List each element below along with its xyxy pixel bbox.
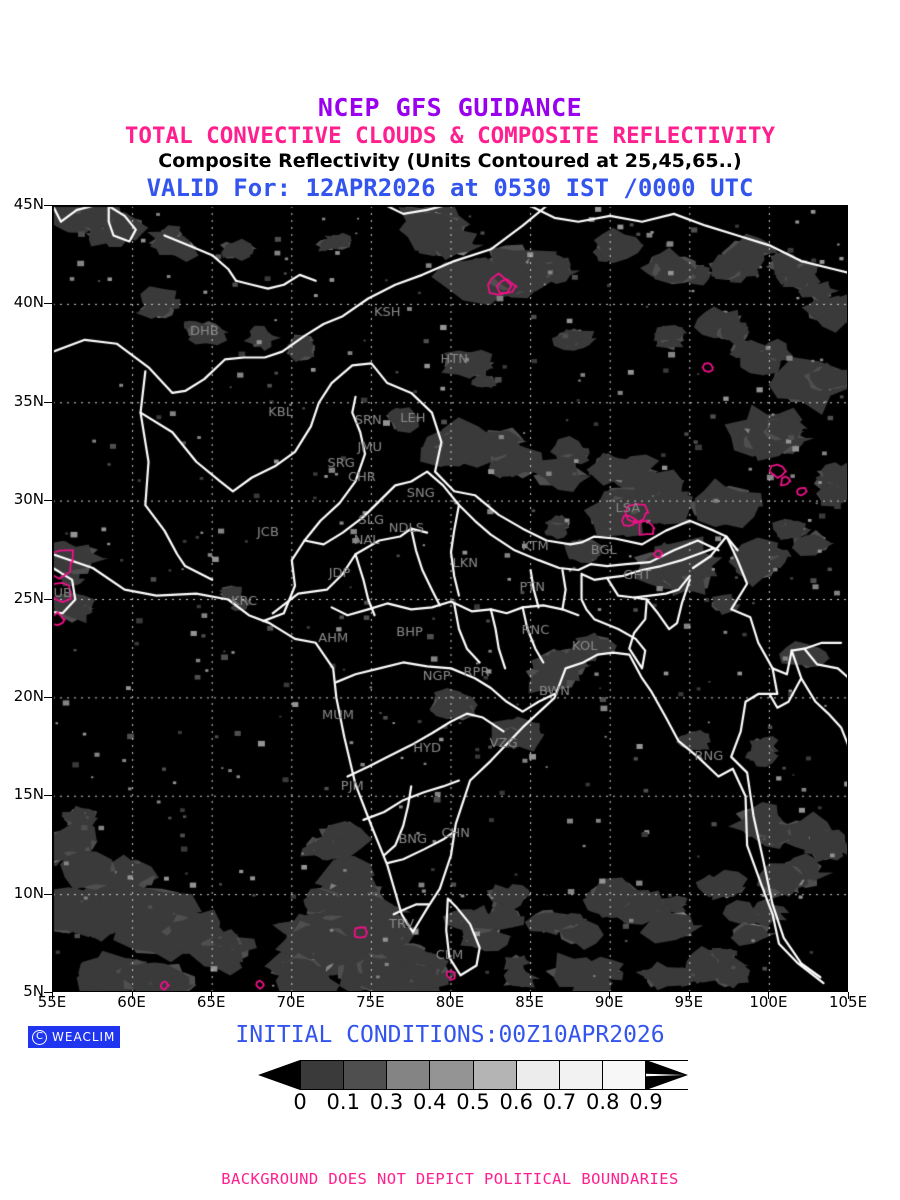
colorbar-tick-label: 0.6 [499, 1090, 533, 1114]
colorbar-tick-label: 0 [293, 1090, 307, 1114]
y-axis-label: 20N [13, 686, 44, 705]
colorbar-tick-label: 0.5 [456, 1090, 490, 1114]
title-block: NCEP GFS GUIDANCE TOTAL CONVECTIVE CLOUD… [0, 95, 900, 200]
x-axis-tick [609, 992, 611, 999]
y-axis-tick [44, 893, 52, 895]
y-axis-tick [44, 795, 52, 797]
y-axis-label: 30N [13, 490, 44, 509]
colorbar-tick-label: 0.9 [629, 1090, 663, 1114]
colorbar-arrow-left [258, 1060, 300, 1090]
title-line-units: Composite Reflectivity (Units Contoured … [158, 149, 742, 172]
x-axis-label: 70E [276, 993, 306, 1011]
y-axis-tick [44, 598, 52, 600]
colorbar-cell [515, 1060, 559, 1090]
colorbar-tick-label: 0.8 [586, 1090, 620, 1114]
title-line-product: TOTAL CONVECTIVE CLOUDS & COMPOSITE REFL… [124, 123, 776, 149]
x-axis-tick [450, 992, 451, 999]
x-axis-label: 75E [356, 993, 385, 1011]
x-axis-label: 105E [828, 993, 868, 1011]
x-axis-tick [768, 992, 770, 999]
x-axis-tick [370, 992, 372, 999]
colorbar-tick-labels: 0 0.1 0.3 0.4 0.5 0.6 0.7 0.8 0.9 [258, 1092, 688, 1120]
x-axis-tick [131, 992, 133, 999]
x-axis-label: 80E [435, 993, 465, 1011]
x-axis-label: 60E [117, 993, 146, 1011]
reflectivity-map-canvas [53, 206, 847, 991]
x-axis-label: 65E [196, 993, 226, 1011]
footer-disclaimer: BACKGROUND DOES NOT DEPICT POLITICAL BOU… [221, 1170, 679, 1188]
y-axis-tick [44, 992, 52, 993]
y-axis-label: 15N [13, 785, 44, 804]
y-axis-tick [44, 205, 52, 206]
y-axis-tick [44, 696, 52, 698]
colorbar-cell [343, 1060, 387, 1090]
copyright-icon: C [32, 1029, 47, 1045]
initial-conditions-label: INITIAL CONDITIONS:00Z10APR2026 [235, 1022, 665, 1048]
weaclim-logo-badge: C WEACLIM [28, 1026, 120, 1048]
title-line-valid-time: VALID For: 12APR2026 at 0530 IST /0000 U… [146, 173, 754, 202]
colorbar-cell [386, 1060, 430, 1090]
x-axis-label: 90E [594, 993, 624, 1011]
x-axis-tick [848, 992, 849, 999]
x-axis-tick [290, 992, 292, 999]
x-axis-label: 55E [37, 993, 67, 1011]
y-axis-label: 10N [13, 883, 44, 902]
colorbar-cell [558, 1060, 602, 1090]
title-line-model: NCEP GFS GUIDANCE [317, 93, 583, 122]
x-axis-tick [688, 992, 690, 999]
colorbar-cells [300, 1060, 646, 1090]
colorbar-cell [472, 1060, 516, 1090]
y-axis-label: 5N [23, 982, 44, 1000]
x-axis-tick [529, 992, 531, 999]
colorbar-tick-label: 0.4 [413, 1090, 447, 1114]
x-axis-tick [211, 992, 213, 999]
colorbar-cell [601, 1060, 646, 1090]
map-plot-area [52, 205, 848, 992]
y-axis-label: 45N [13, 195, 44, 213]
colorbar-tick-label: 0.1 [326, 1090, 360, 1114]
x-axis-label: 100E [749, 993, 788, 1011]
x-axis-label: 85E [515, 993, 544, 1011]
y-axis-label: 35N [13, 391, 44, 410]
y-axis-label: 25N [13, 588, 44, 607]
y-axis-tick [44, 303, 52, 305]
weaclim-label: WEACLIM [52, 1030, 116, 1044]
x-axis-tick [52, 992, 53, 999]
colorbar-arrow-right [646, 1060, 688, 1090]
colorbar-cell [300, 1060, 344, 1090]
x-axis-label: 95E [674, 993, 704, 1011]
colorbar-cell [429, 1060, 473, 1090]
y-axis-label: 40N [13, 293, 44, 312]
colorbar-tick-label: 0.7 [542, 1090, 577, 1114]
y-axis-tick [44, 401, 52, 403]
y-axis-tick [44, 500, 52, 502]
colorbar: 0 0.1 0.3 0.4 0.5 0.6 0.7 0.8 0.9 [258, 1060, 688, 1122]
colorbar-strip [258, 1060, 688, 1090]
colorbar-tick-label: 0.3 [369, 1090, 404, 1114]
